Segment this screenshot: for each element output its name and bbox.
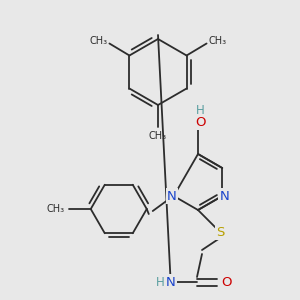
Text: CH₃: CH₃: [46, 204, 65, 214]
Text: O: O: [222, 275, 232, 289]
Text: H: H: [156, 275, 164, 289]
Text: N: N: [219, 190, 229, 202]
Text: S: S: [216, 226, 224, 238]
Text: CH₃: CH₃: [208, 37, 227, 46]
Text: CH₃: CH₃: [89, 37, 107, 46]
Text: H: H: [196, 103, 204, 116]
Text: N: N: [166, 275, 176, 289]
Text: CH₃: CH₃: [149, 131, 167, 141]
Text: N: N: [167, 190, 177, 202]
Text: O: O: [195, 116, 205, 128]
